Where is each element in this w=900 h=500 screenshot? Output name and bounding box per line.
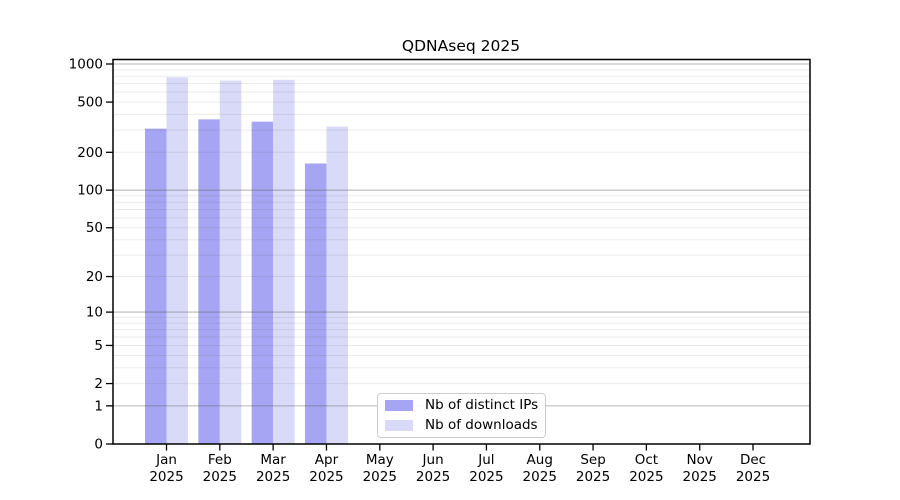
x-tick-label-may: May 2025: [363, 452, 397, 485]
bar-jan-downloads: [166, 77, 188, 445]
bar-apr-downloads: [326, 126, 348, 444]
y-tick-label-20: 20: [86, 269, 103, 285]
distinct-ips-swatch-icon: [385, 399, 413, 411]
x-tick-label-dec: Dec 2025: [736, 452, 770, 485]
x-tick-label-feb: Feb 2025: [203, 452, 237, 485]
y-tick-label-0: 0: [94, 437, 103, 453]
x-tick-label-jan: Jan 2025: [149, 452, 183, 485]
bar-mar-downloads: [273, 79, 295, 445]
bar-mar-ips: [251, 121, 274, 444]
legend-item-distinct-ips: Nb of distinct IPs: [385, 396, 538, 415]
x-axis-labels: Jan 2025 Feb 2025 Mar 2025 Apr 2025 May 2025 Jun 20…: [149, 452, 770, 485]
y-tick-label-2: 2: [94, 376, 103, 392]
bar-feb-downloads: [219, 80, 242, 444]
plot-frame: [112, 58, 811, 445]
legend-label-downloads: Nb of downloads: [425, 417, 538, 433]
legend-item-downloads: Nb of downloads: [385, 417, 538, 436]
downloads-swatch-icon: [385, 420, 413, 432]
x-tick-label-jun: Jun 2025: [416, 452, 450, 485]
legend: Nb of distinct IPs Nb of downloads: [377, 393, 546, 438]
x-tick-label-sep: Sep 2025: [576, 452, 610, 485]
y-tick-label-5: 5: [94, 338, 103, 354]
axis-ticks-group: [106, 63, 754, 451]
x-tick-label-mar: Mar 2025: [256, 452, 290, 485]
x-tick-label-apr: Apr 2025: [309, 452, 343, 485]
y-tick-label-200: 200: [77, 145, 103, 161]
x-tick-label-oct: Oct 2025: [629, 452, 663, 485]
x-tick-label-aug: Aug 2025: [523, 452, 557, 485]
chart-title: QDNAseq 2025: [402, 37, 520, 55]
legend-label-distinct-ips: Nb of distinct IPs: [425, 396, 539, 413]
y-tick-label-50: 50: [86, 220, 103, 236]
bar-feb-ips: [198, 119, 220, 445]
x-tick-label-nov: Nov 2025: [683, 452, 717, 485]
y-tick-label-500: 500: [77, 95, 103, 111]
y-tick-label-1000: 1000: [69, 57, 103, 73]
bar-jan-ips: [145, 128, 167, 445]
x-tick-label-jul: Jul 2025: [469, 452, 503, 485]
bar-apr-ips: [304, 163, 327, 444]
bars-group: [145, 77, 348, 445]
y-tick-label-1: 1: [94, 398, 103, 414]
y-tick-label-10: 10: [86, 305, 103, 321]
y-tick-label-100: 100: [77, 183, 103, 199]
